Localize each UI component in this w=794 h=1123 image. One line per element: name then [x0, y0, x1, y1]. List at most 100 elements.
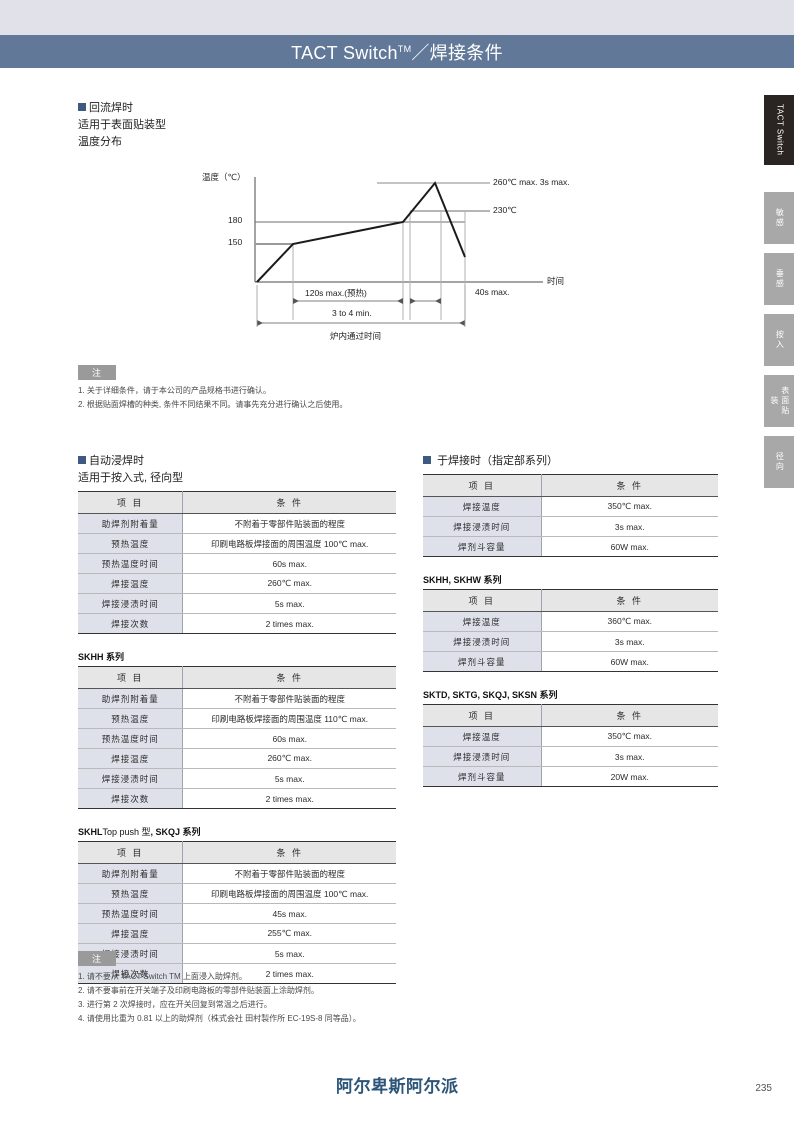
row-val: 60s max.	[182, 553, 396, 575]
top-strip	[0, 0, 794, 35]
col-condition: 条 件	[182, 666, 396, 690]
chart-ytick-180: 180	[228, 215, 243, 225]
side-tab-radial[interactable]: 径向	[764, 436, 794, 488]
dip-table-standard: 项 目 条 件 助焊剂附着量 不附着于零部件贴装面的程度 预热温度 印刷电路板焊接面…	[78, 491, 396, 635]
row-key: 焊接浸渍时间	[423, 746, 542, 768]
row-key: 焊接温度	[78, 573, 184, 595]
page-title-main: TACT Switch	[291, 42, 398, 63]
row-val: 3s max.	[541, 516, 718, 538]
row-key: 焊剂斗容量	[423, 536, 542, 558]
dim-peak-arrow-left	[410, 298, 416, 304]
col-item: 项 目	[78, 666, 184, 690]
table-row: 焊接浸渍时间 3s max.	[423, 516, 718, 538]
reflow-section-head: 回流焊时 适用于表面贴装型 温度分布	[78, 100, 378, 151]
chart-dim-total-label: 3 to 4 min.	[332, 308, 372, 318]
iron-heading: 于焊接时（指定部系列）	[437, 455, 559, 467]
side-tab-label: 敏感	[775, 208, 785, 228]
table-row: 焊剂斗容量 60W max.	[423, 651, 718, 673]
table-header-row: 项 目 条 件	[423, 704, 718, 728]
note-bottom-line-1: 1. 请不要从 TACT Switch TM 上面浸入助焊剂。	[78, 972, 247, 981]
row-key: 焊接温度	[78, 748, 184, 770]
col-condition: 条 件	[541, 704, 718, 728]
row-val: 不附着于零部件贴装面的程度	[182, 688, 396, 710]
col-condition: 条 件	[541, 474, 718, 498]
table-row: 助焊剂附着量 不附着于零部件贴装面的程度	[78, 863, 396, 885]
side-tab-smt[interactable]: 表面贴装	[764, 375, 794, 427]
row-key: 焊接次数	[78, 788, 184, 810]
footer-brand: 阿尔卑斯阿尔派	[336, 1077, 459, 1096]
reflow-sub2: 温度分布	[78, 136, 122, 149]
table-header-row: 项 目 条 件	[423, 474, 718, 498]
dip-table-skhh: 项 目 条 件 助焊剂附着量 不附着于零部件贴装面的程度 预热温度 印刷电路板焊接面…	[78, 666, 396, 810]
col-item: 项 目	[423, 589, 542, 613]
iron-table-skhh-skhw-title: SKHH, SKHW 系列	[423, 575, 502, 586]
dip-section: 自动浸焊时 适用于按入式, 径向型 项 目 条 件 助焊剂附着量 不附着于零部件贴…	[78, 453, 396, 985]
side-tab-sensitive[interactable]: 敏感	[764, 192, 794, 244]
reflow-heading-row: 回流焊时	[78, 100, 378, 117]
row-val: 60W max.	[541, 536, 718, 558]
bullet-square-icon	[78, 103, 86, 111]
chart-annotation-230: 230℃	[493, 205, 517, 215]
table-row: 焊接次数 2 times max.	[78, 788, 396, 810]
dip-table-skhl-title-bold2: , SKQJ 系列	[150, 827, 201, 838]
table-row: 预热温度 印刷电路板焊接面的周围温度 100℃ max.	[78, 883, 396, 905]
dim-preheat-arrow-left	[293, 298, 299, 304]
note-top-line-1: 1. 关于详细条件，请于本公司的产品规格书进行确认。	[78, 386, 271, 395]
table-row: 焊接温度 255℃ max.	[78, 923, 396, 945]
chart-dim-cool-label: 40s max.	[475, 287, 510, 297]
row-key: 预热温度	[78, 883, 184, 905]
col-item: 项 目	[423, 474, 542, 498]
note-bottom: 注 1. 请不要从 TACT Switch TM 上面浸入助焊剂。 2. 请不要…	[78, 949, 518, 1026]
row-key: 焊接次数	[78, 613, 184, 635]
dip-heading-row: 自动浸焊时	[78, 453, 396, 470]
page-title-trademark: TM	[397, 43, 412, 54]
row-val: 2 times max.	[182, 613, 396, 635]
page-title-tail: ／焊接条件	[411, 42, 503, 63]
chart-ytick-150: 150	[228, 237, 243, 247]
side-tab-push-in[interactable]: 按入	[764, 314, 794, 366]
dim-preheat-arrow-right	[397, 298, 403, 304]
row-key: 焊接温度	[423, 496, 542, 518]
row-key: 预热温度时间	[78, 553, 184, 575]
table-row: 助焊剂附着量 不附着于零部件贴装面的程度	[78, 688, 396, 710]
chart-profile-line	[256, 181, 466, 283]
row-val: 2 times max.	[182, 788, 396, 810]
bullet-square-icon	[423, 456, 431, 464]
table-row: 焊接浸渍时间 3s max.	[423, 631, 718, 653]
table-row: 焊接浸渍时间 5s max.	[78, 768, 396, 790]
row-val: 印刷电路板焊接面的周围温度 100℃ max.	[182, 533, 396, 555]
table-row: 焊接温度 350℃ max.	[423, 496, 718, 518]
dim-total-arrow-right	[459, 320, 465, 326]
side-tab-vertical[interactable]: 垂感	[764, 253, 794, 305]
chart-caption: 炉内通过时间	[330, 331, 382, 341]
row-key: 预热温度时间	[78, 903, 184, 925]
table-row: 预热温度 印刷电路板焊接面的周围温度 110℃ max.	[78, 708, 396, 730]
row-val: 5s max.	[182, 593, 396, 615]
note-bottom-badge: 注	[78, 951, 117, 966]
note-top-line-2: 2. 根据贴面焊槽的种类, 条件不同结果不同。请事先充分进行确认之后使用。	[78, 400, 348, 409]
chart-annotation-peak: 260℃ max. 3s max.	[493, 177, 570, 187]
table-header-row: 项 目 条 件	[78, 666, 396, 690]
row-key: 预热温度	[78, 708, 184, 730]
row-val: 印刷电路板焊接面的周围温度 100℃ max.	[182, 883, 396, 905]
chart-dim-preheat-label: 120s max.(预热)	[305, 288, 367, 298]
table-row: 预热温度时间 60s max.	[78, 728, 396, 750]
row-val: 60W max.	[541, 651, 718, 673]
row-val: 3s max.	[541, 631, 718, 653]
row-val: 255℃ max.	[182, 923, 396, 945]
dip-table-skhl-title: SKHLTop push 型, SKQJ 系列	[78, 825, 396, 838]
iron-section: 于焊接时（指定部系列） 项 目 条 件 焊接温度 350℃ max. 焊接浸渍时间…	[423, 453, 718, 788]
table-row: 焊接温度 360℃ max.	[423, 611, 718, 633]
side-tab-tact-switch[interactable]: TACT Switch	[764, 95, 794, 165]
col-condition: 条 件	[182, 491, 396, 515]
row-key: 助焊剂附着量	[78, 513, 184, 535]
row-val: 不附着于零部件贴装面的程度	[182, 513, 396, 535]
page-title-bar: TACT SwitchTM／焊接条件	[0, 35, 794, 68]
dip-heading: 自动浸焊时	[89, 455, 144, 467]
dip-table-skhl-title-thin: Top push 型	[102, 827, 151, 838]
table-row: 焊接次数 2 times max.	[78, 963, 396, 985]
table-header-row: 项 目 条 件	[78, 841, 396, 865]
row-key: 预热温度	[78, 533, 184, 555]
table-row: 预热温度 印刷电路板焊接面的周围温度 100℃ max.	[78, 533, 396, 555]
